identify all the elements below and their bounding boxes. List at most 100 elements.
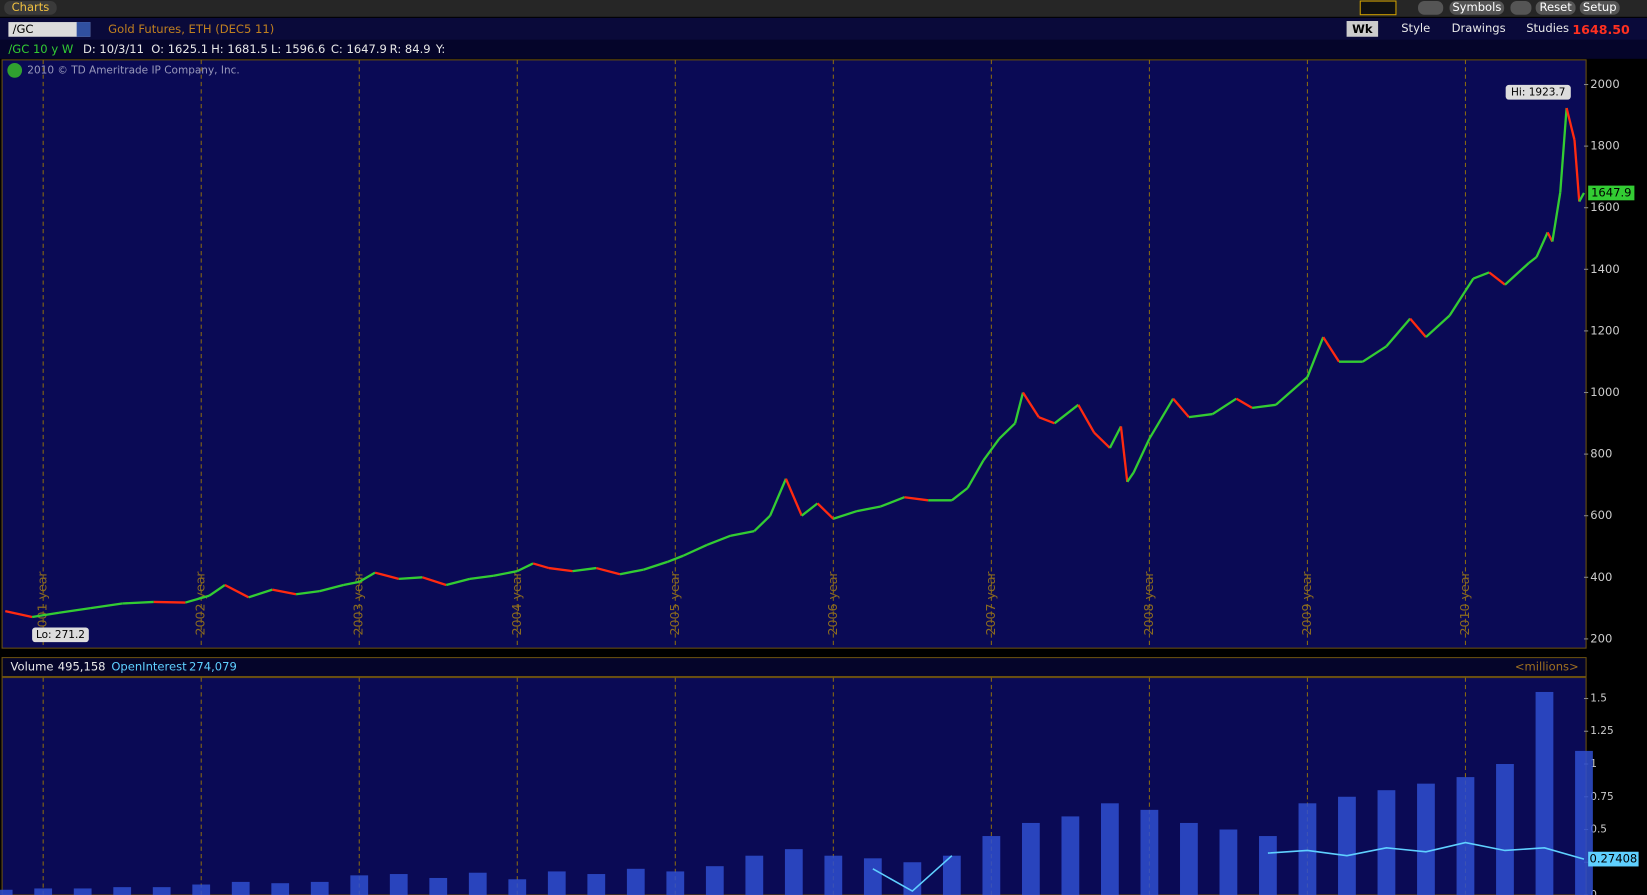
button-label[interactable]: Reset (1539, 0, 1572, 14)
button-label[interactable]: Setup (1583, 0, 1617, 14)
price-segment (619, 568, 644, 576)
volume-bar (547, 871, 566, 895)
price-segment (153, 600, 186, 604)
price-segment (122, 600, 154, 605)
price-segment (374, 571, 400, 580)
y-tick-label: 1800 (1590, 139, 1619, 153)
info-range: R: 84.9 (390, 42, 431, 56)
price-segment (769, 478, 787, 517)
volume-bar (745, 855, 764, 895)
charts-tab[interactable] (4, 1, 57, 15)
y-tick-label: 1400 (1590, 262, 1619, 276)
info-y: Y: (435, 42, 445, 56)
info-open: O: 1625.1 (151, 42, 208, 56)
volume-bar (192, 884, 211, 895)
studies-button[interactable]: Studies (1526, 21, 1569, 35)
y-tick-label: 1200 (1590, 323, 1619, 337)
symbol-dropdown[interactable] (76, 22, 91, 37)
price-segment (1148, 398, 1175, 440)
period-button[interactable] (1346, 21, 1379, 37)
reset-button[interactable] (1535, 1, 1576, 15)
volume-bar (1575, 750, 1593, 895)
link-box[interactable] (1359, 0, 1397, 16)
symbol-bar (0, 17, 1647, 40)
volume-bar (587, 874, 606, 895)
price-segment (816, 502, 835, 520)
price-segment (358, 571, 376, 583)
price-segment (1385, 317, 1412, 348)
price-segment (1021, 391, 1040, 418)
y-tick-label: 1.5 (1590, 693, 1607, 705)
price-segment (1053, 403, 1079, 425)
tab-label[interactable]: Charts (12, 0, 50, 14)
price-segment (548, 566, 573, 573)
price-segment (185, 594, 210, 604)
price-segment (1126, 471, 1135, 483)
volume-bar (982, 836, 1001, 895)
volume-bar (271, 883, 290, 895)
tool-button[interactable] (1418, 1, 1444, 15)
price-segment (422, 576, 447, 587)
plot-layer: 2001 year 2002 year 2003 year 2004 year 2005… (0, 59, 1639, 895)
price-segment (1013, 392, 1025, 424)
price-segment (1172, 397, 1190, 418)
price-segment (904, 496, 929, 502)
volume-bar (389, 874, 408, 895)
x-tick-label: 2007 year (983, 571, 998, 636)
price-segment (1488, 271, 1506, 286)
price-segment (493, 570, 518, 577)
symbol-description: Gold Futures, ETH (DEC5 11) (108, 22, 274, 36)
button-label[interactable]: Symbols (1452, 0, 1501, 14)
x-tick-label: 2010 year (1457, 571, 1472, 636)
units-label: <millions> (1515, 660, 1579, 674)
info-icon[interactable] (7, 63, 23, 78)
volume-bar (626, 868, 645, 895)
volume-bar (429, 877, 448, 895)
volume-bar (705, 866, 724, 895)
price-segment (998, 422, 1016, 440)
price-segment (272, 588, 297, 596)
symbol-text[interactable]: /GC (13, 22, 34, 36)
price-segment (1472, 271, 1490, 280)
price-segment (31, 611, 60, 619)
volume-bar (1219, 829, 1238, 895)
symbol-input[interactable] (8, 22, 91, 37)
y-tick-label: 1600 (1590, 200, 1619, 214)
price-segment (1362, 345, 1388, 363)
x-tick-label: 2004 year (509, 571, 524, 636)
info-low: L: 1596.6 (271, 42, 325, 56)
symbols-button[interactable] (1449, 1, 1505, 15)
volume-bar (1417, 783, 1435, 895)
volume-bar (1338, 796, 1356, 895)
print-button[interactable] (1510, 1, 1532, 15)
oi-box (1588, 851, 1639, 867)
volume-bar (784, 849, 803, 895)
last-price: 1648.50 (1572, 22, 1630, 37)
price-segment (1038, 416, 1055, 425)
price-segment (1235, 397, 1253, 409)
price-segment (666, 554, 684, 563)
y-tick-label: 200 (1590, 631, 1612, 645)
price-segment (343, 580, 360, 587)
info-close: C: 1647.9 (331, 42, 387, 56)
price-panel (1, 59, 1587, 649)
volume-bar (1021, 822, 1040, 895)
setup-button[interactable] (1579, 1, 1620, 15)
volume-bar (1298, 803, 1317, 895)
y-tick-label: 1000 (1590, 385, 1619, 399)
price-segment (5, 610, 33, 619)
price-segment (1535, 231, 1549, 258)
volume-bar (113, 887, 132, 895)
oi-last: 0.27408 (1590, 852, 1638, 866)
style-button[interactable]: Style (1401, 21, 1430, 35)
volume-bar (1377, 790, 1396, 895)
lo-box (32, 627, 89, 643)
price-segment (1504, 262, 1530, 286)
hi-label: Hi: 1923.7 (1511, 86, 1565, 98)
drawings-button[interactable]: Drawings (1452, 21, 1506, 35)
price-segment (445, 577, 471, 587)
period-label[interactable]: Wk (1352, 22, 1373, 36)
price-segment (1409, 317, 1427, 338)
